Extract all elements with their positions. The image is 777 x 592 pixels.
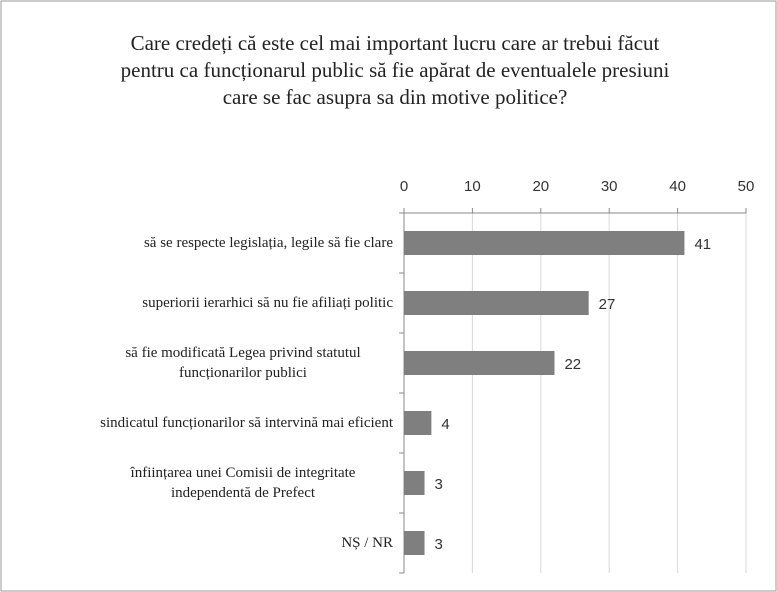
category-label-box: înființarea unei Comisii de integritate … [10,463,393,503]
x-tick-label: 0 [400,178,408,195]
value-label: 3 [435,476,443,493]
chart-title: Care credeți că este cel mai important l… [120,31,670,109]
category-label-box: superiorii ierarhici să nu fie afiliați … [10,293,393,313]
x-tick-label: 50 [738,178,755,195]
bar [404,231,685,255]
bar [404,351,555,375]
bar [404,471,425,495]
value-label: 4 [441,416,449,433]
x-tick-label: 20 [532,178,549,195]
value-label: 41 [694,236,711,253]
y-tick-label: înființarea unei Comisii de integritate … [130,465,356,501]
y-tick-label: superiorii ierarhici să nu fie afiliați … [142,295,393,311]
value-label: 22 [564,356,581,373]
category-label-box: să se respecte legislația, legile să fie… [10,233,393,253]
value-label: 3 [435,536,443,553]
bar [404,291,589,315]
value-label: 27 [599,296,616,313]
y-tick-label: NȘ / NR [341,535,393,551]
bar [404,531,425,555]
x-tick-label: 40 [669,178,686,195]
x-tick-label: 30 [601,178,618,195]
y-tick-label: să fie modificată Legea privind statutul… [125,345,361,381]
category-label-box: sindicatul funcționarilor să intervină m… [10,413,393,433]
x-tick-label: 10 [464,178,481,195]
category-label-box: NȘ / NR [10,533,393,553]
y-tick-label: sindicatul funcționarilor să intervină m… [100,415,393,431]
y-tick-label: să se respecte legislația, legile să fie… [143,235,393,251]
bar [404,411,432,435]
category-label-box: să fie modificată Legea privind statutul… [10,343,393,383]
